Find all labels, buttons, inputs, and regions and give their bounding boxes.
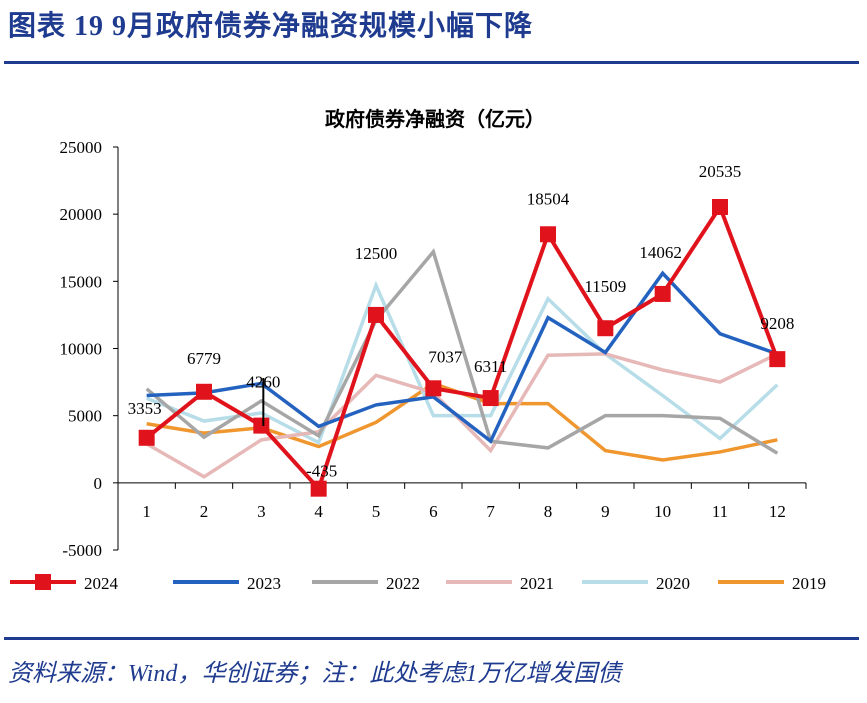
data-point-2024 [540,226,556,243]
source-note: 资料来源：Wind，华创证券；注：此处考虑1万亿增发国债 [8,661,622,687]
legend-label-2022: 2022 [386,574,420,593]
y-tick-label: 20000 [60,205,103,224]
data-point-2024 [368,306,384,323]
data-point-2024 [769,351,786,368]
x-tick-label: 5 [372,502,381,521]
series-line-2022 [145,248,779,455]
chart-title: 政府债券净融资（亿元） [325,107,545,131]
legend-label-2023: 2023 [247,574,281,593]
data-label: 14062 [639,243,682,262]
y-tick-label: 15000 [60,272,103,291]
data-label: 3353 [128,399,162,418]
title-divider [4,61,859,64]
legend-label-2020: 2020 [656,574,690,593]
data-point-2024 [310,480,327,497]
legend-label-2024: 2024 [84,574,119,593]
legend-label-2019: 2019 [792,574,826,593]
data-point-2024 [482,390,499,407]
x-tick-label: 8 [544,502,553,521]
data-point-2024 [597,320,614,337]
x-tick-label: 12 [769,502,786,521]
data-label: 4260 [246,373,280,392]
x-tick-label: 3 [257,502,266,521]
x-tick-label: 11 [712,502,728,521]
data-label: 12500 [355,244,398,263]
data-label: 7037 [428,347,463,366]
y-tick-label: 0 [94,474,103,493]
data-point-2024 [138,429,155,446]
data-point-2024 [425,380,442,397]
series-line-2021 [145,352,779,479]
legend-marker-2024 [35,574,51,590]
x-tick-label: 9 [601,502,610,521]
data-label: 9208 [760,314,794,333]
y-tick-label: 10000 [60,340,103,359]
legend-label-2021: 2021 [520,574,554,593]
x-tick-label: 10 [654,502,671,521]
series-line-2024 [145,202,780,493]
x-tick-label: 1 [142,502,151,521]
data-point-2024 [654,285,671,302]
data-label: 18504 [527,189,570,208]
data-point-2024 [253,417,270,434]
figure-title: 图表 19 9月政府债券净融资规模小幅下降 [8,11,534,42]
data-label: 6779 [187,349,221,368]
data-label: -435 [306,462,337,481]
data-label: 11509 [584,277,626,296]
data-label: 6311 [474,357,507,376]
x-tick-label: 6 [429,502,438,521]
y-tick-label: 25000 [60,138,103,157]
x-tick-label: 4 [314,502,323,521]
data-label: 20535 [699,162,742,181]
data-point-2024 [712,198,728,215]
y-tick-label: 5000 [68,407,102,426]
footer-divider [4,637,859,640]
data-point-2024 [196,383,212,400]
y-tick-label: -5000 [62,541,102,560]
series-line-2020 [146,280,779,445]
x-tick-label: 7 [486,502,495,521]
x-tick-label: 2 [200,502,209,521]
series-line-2023 [146,270,778,444]
